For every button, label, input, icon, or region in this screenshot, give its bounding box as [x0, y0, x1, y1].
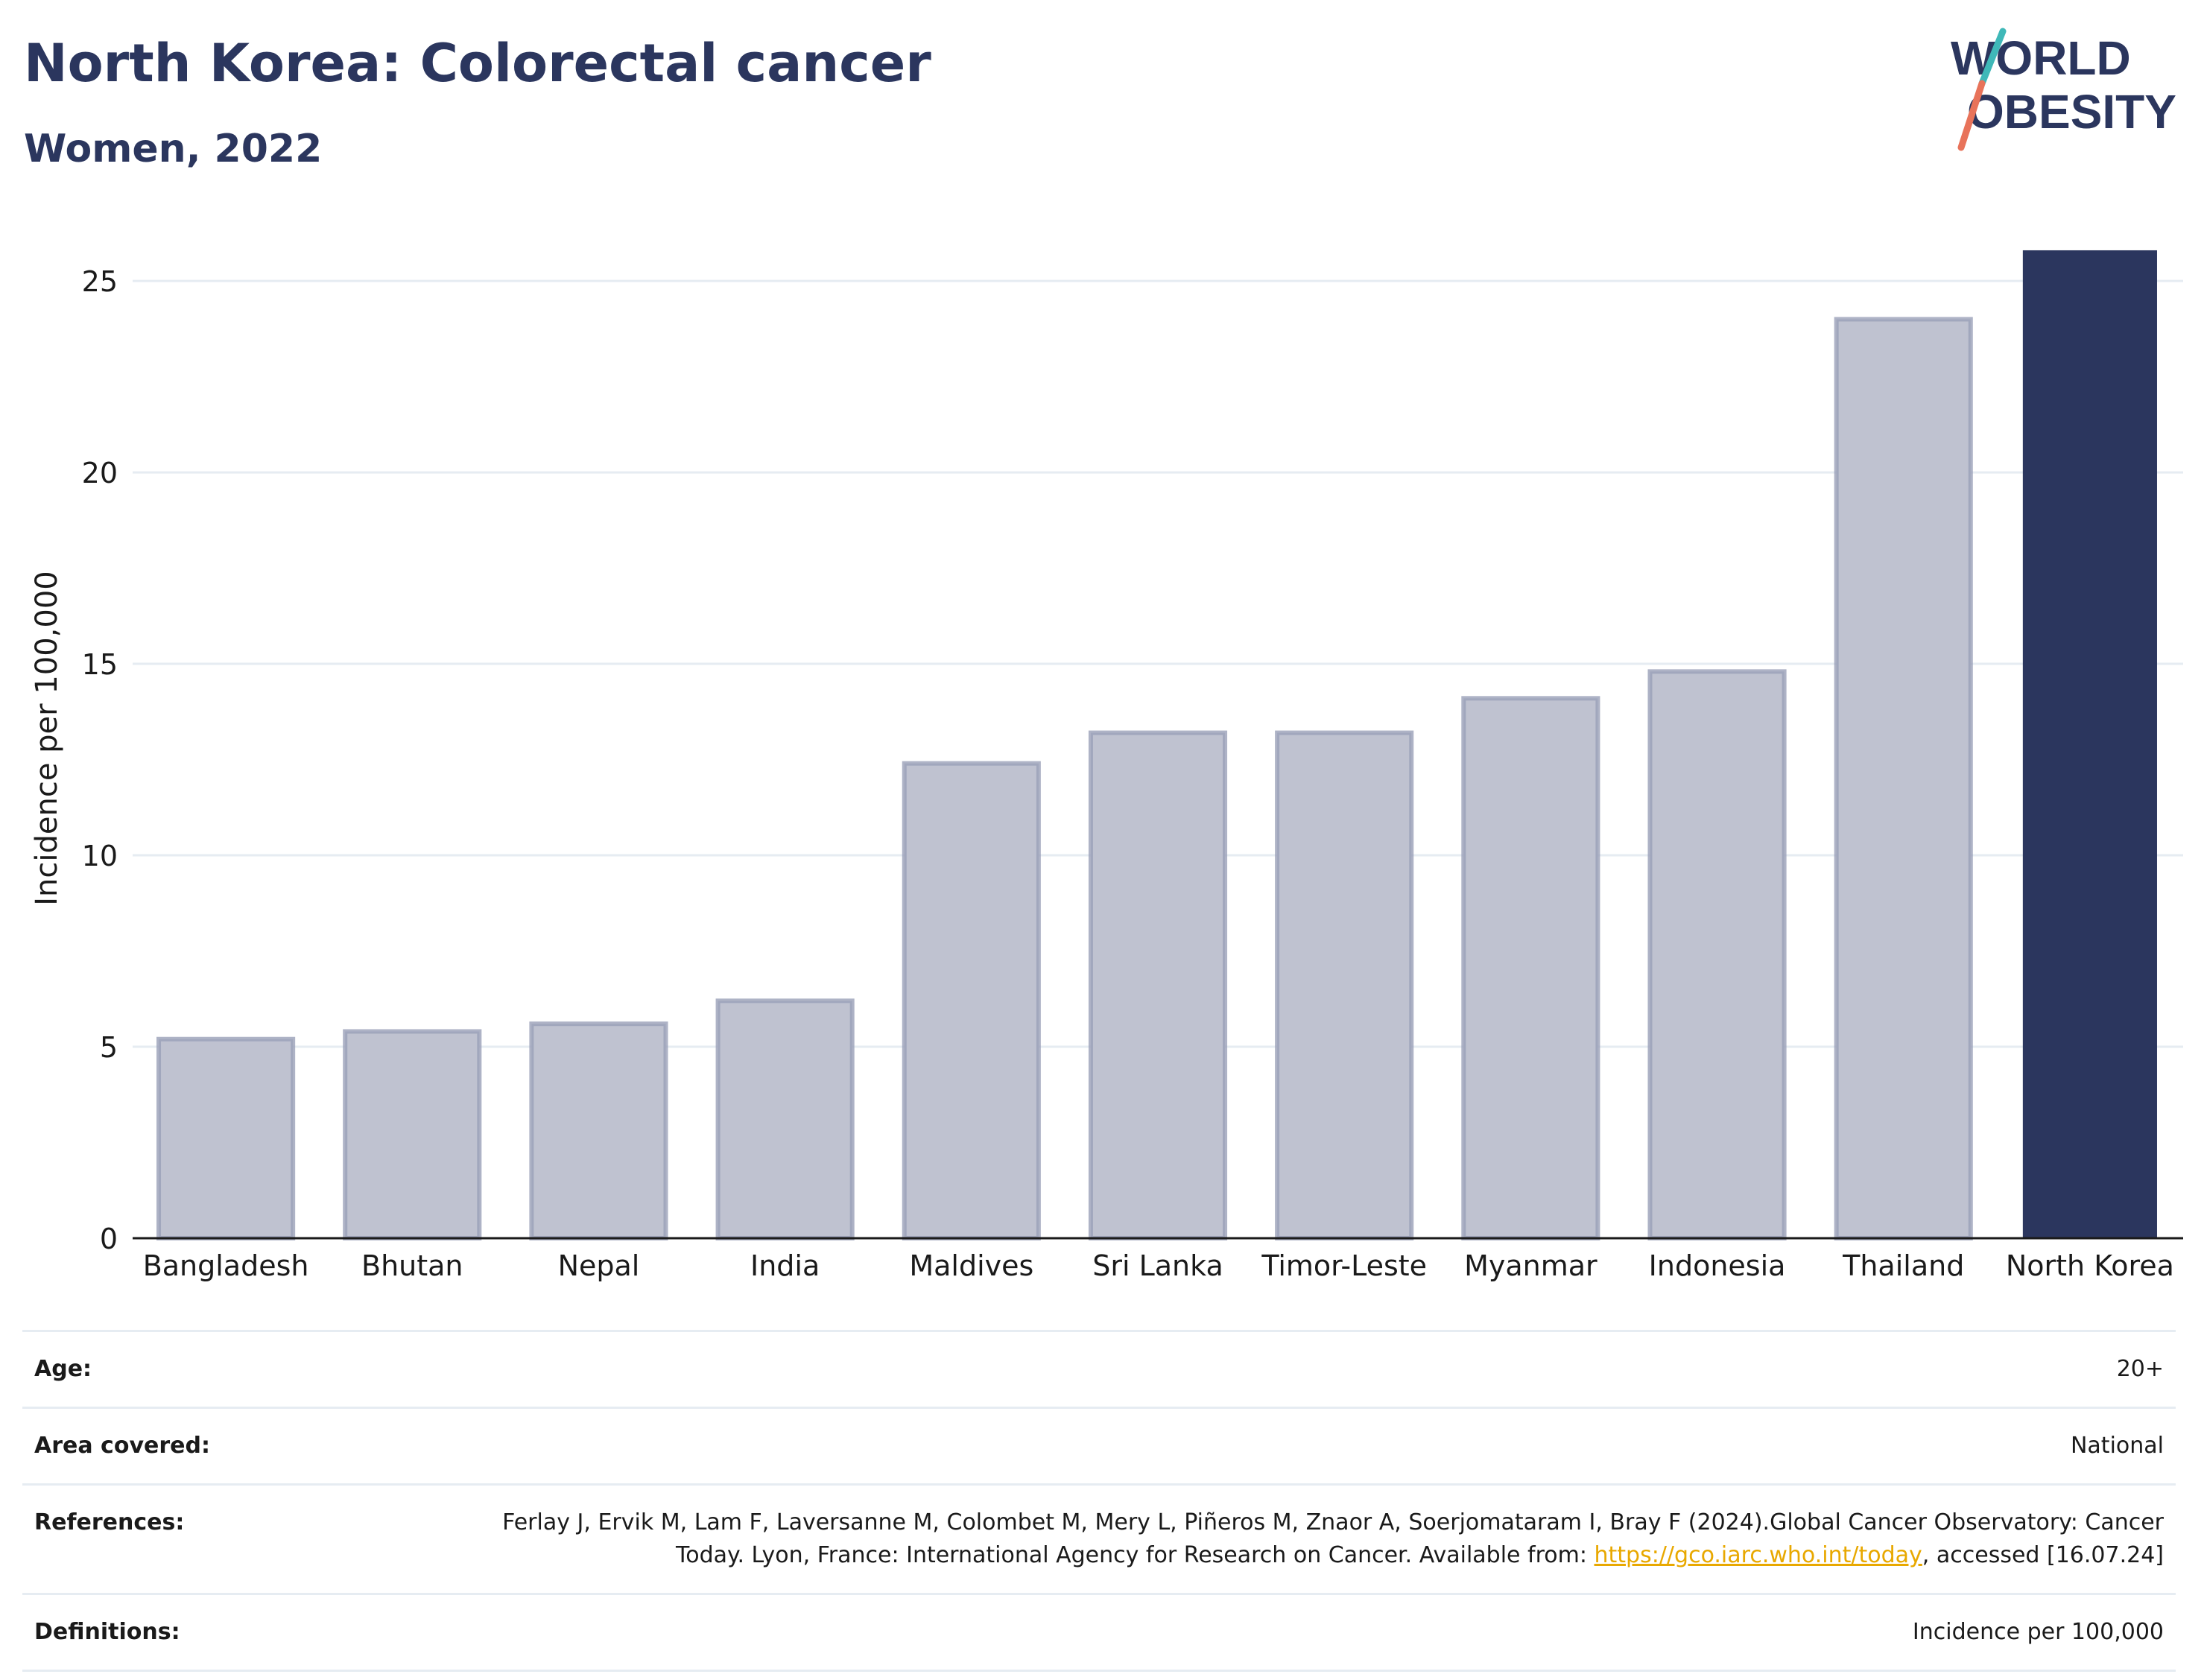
references-value: Ferlay J, Ervik M, Lam F, Laversanne M, … — [450, 1506, 2164, 1572]
x-tick-label: North Korea — [2006, 1249, 2174, 1282]
x-tick-label: Bangladesh — [143, 1249, 309, 1282]
definitions-value: Incidence per 100,000 — [1912, 1619, 2164, 1645]
x-tick-label: Maldives — [909, 1249, 1033, 1282]
y-tick-label: 20 — [82, 457, 118, 489]
bar — [156, 1036, 296, 1240]
age-value: 20+ — [2116, 1356, 2164, 1382]
bar — [529, 1021, 668, 1241]
area-label: Area covered: — [34, 1433, 210, 1459]
x-tick-label: India — [750, 1249, 820, 1282]
world-obesity-logo: WORLD OBESITY — [1951, 28, 2176, 151]
bar — [1461, 696, 1600, 1240]
bar — [1647, 669, 1787, 1240]
logo-slash-bottom — [1957, 80, 1986, 151]
page-subtitle: Women, 2022 — [24, 127, 323, 171]
y-tick-label: 25 — [82, 265, 118, 298]
meta-row-age: Age: 20+ — [22, 1330, 2176, 1407]
age-label: Age: — [34, 1356, 92, 1382]
x-tick-label: Bhutan — [361, 1249, 463, 1282]
meta-row-references: References: Ferlay J, Ervik M, Lam F, La… — [22, 1483, 2176, 1593]
bar — [715, 998, 855, 1240]
references-link[interactable]: https://gco.iarc.who.int/today — [1594, 1542, 1922, 1568]
y-tick-label: 5 — [100, 1031, 118, 1064]
bar — [2022, 250, 2157, 1239]
x-tick-label: Sri Lanka — [1092, 1249, 1223, 1282]
x-tick-label: Myanmar — [1464, 1249, 1597, 1282]
bar — [1834, 317, 1973, 1240]
bar — [1275, 730, 1414, 1240]
bar — [1088, 730, 1228, 1240]
bar — [902, 761, 1041, 1240]
meta-row-area: Area covered: National — [22, 1407, 2176, 1483]
definitions-label: Definitions: — [34, 1619, 180, 1645]
x-tick-label: Nepal — [558, 1249, 640, 1282]
y-tick-label: 0 — [100, 1223, 118, 1255]
area-value: National — [2070, 1433, 2164, 1459]
logo-line1: WORLD — [1951, 31, 2131, 85]
logo-slash-top — [1978, 28, 2007, 87]
references-label: References: — [34, 1509, 185, 1535]
references-text: Ferlay J, Ervik M, Lam F, Laversanne M, … — [502, 1509, 2164, 1568]
references-tail: , accessed [16.07.24] — [1922, 1542, 2164, 1568]
logo-line2: OBESITY — [1967, 85, 2176, 139]
bar — [343, 1029, 482, 1240]
x-tick-label: Indonesia — [1649, 1249, 1786, 1282]
meta-row-definitions: Definitions: Incidence per 100,000 — [22, 1593, 2176, 1672]
bar-chart: 0 5 10 15 20 25 Incidence per 100,000 Banglades… — [30, 250, 2183, 1282]
page-title: North Korea: Colorectal cancer — [24, 33, 931, 94]
x-tick-label: Timor-Leste — [1261, 1249, 1427, 1282]
y-axis-label: Incidence per 100,000 — [30, 571, 64, 906]
y-tick-label: 10 — [82, 840, 118, 872]
x-tick-label: Thailand — [1842, 1249, 1964, 1282]
metadata-table: Age: 20+ Area covered: National Referenc… — [22, 1330, 2176, 1672]
y-tick-label: 15 — [82, 648, 118, 681]
